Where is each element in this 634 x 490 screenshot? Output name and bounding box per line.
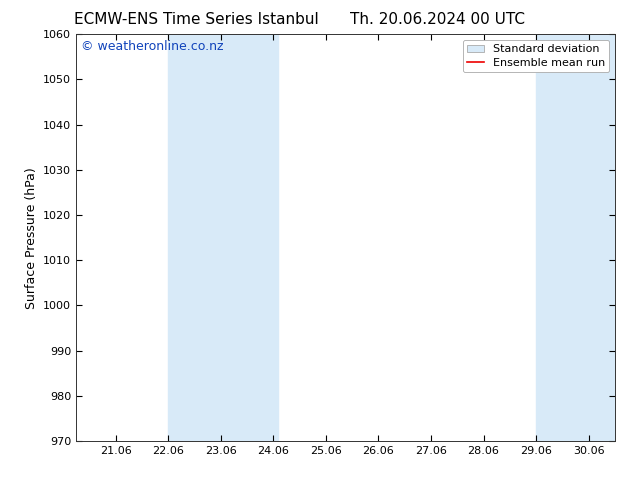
Text: ECMW-ENS Time Series Istanbul: ECMW-ENS Time Series Istanbul [74,12,319,27]
Bar [168,34,278,441]
Text: © weatheronline.co.nz: © weatheronline.co.nz [81,40,224,53]
Y-axis label: Surface Pressure (hPa): Surface Pressure (hPa) [25,167,37,309]
Legend: Standard deviation, Ensemble mean run: Standard deviation, Ensemble mean run [463,40,609,72]
Text: Th. 20.06.2024 00 UTC: Th. 20.06.2024 00 UTC [350,12,525,27]
Bar [536,34,615,441]
